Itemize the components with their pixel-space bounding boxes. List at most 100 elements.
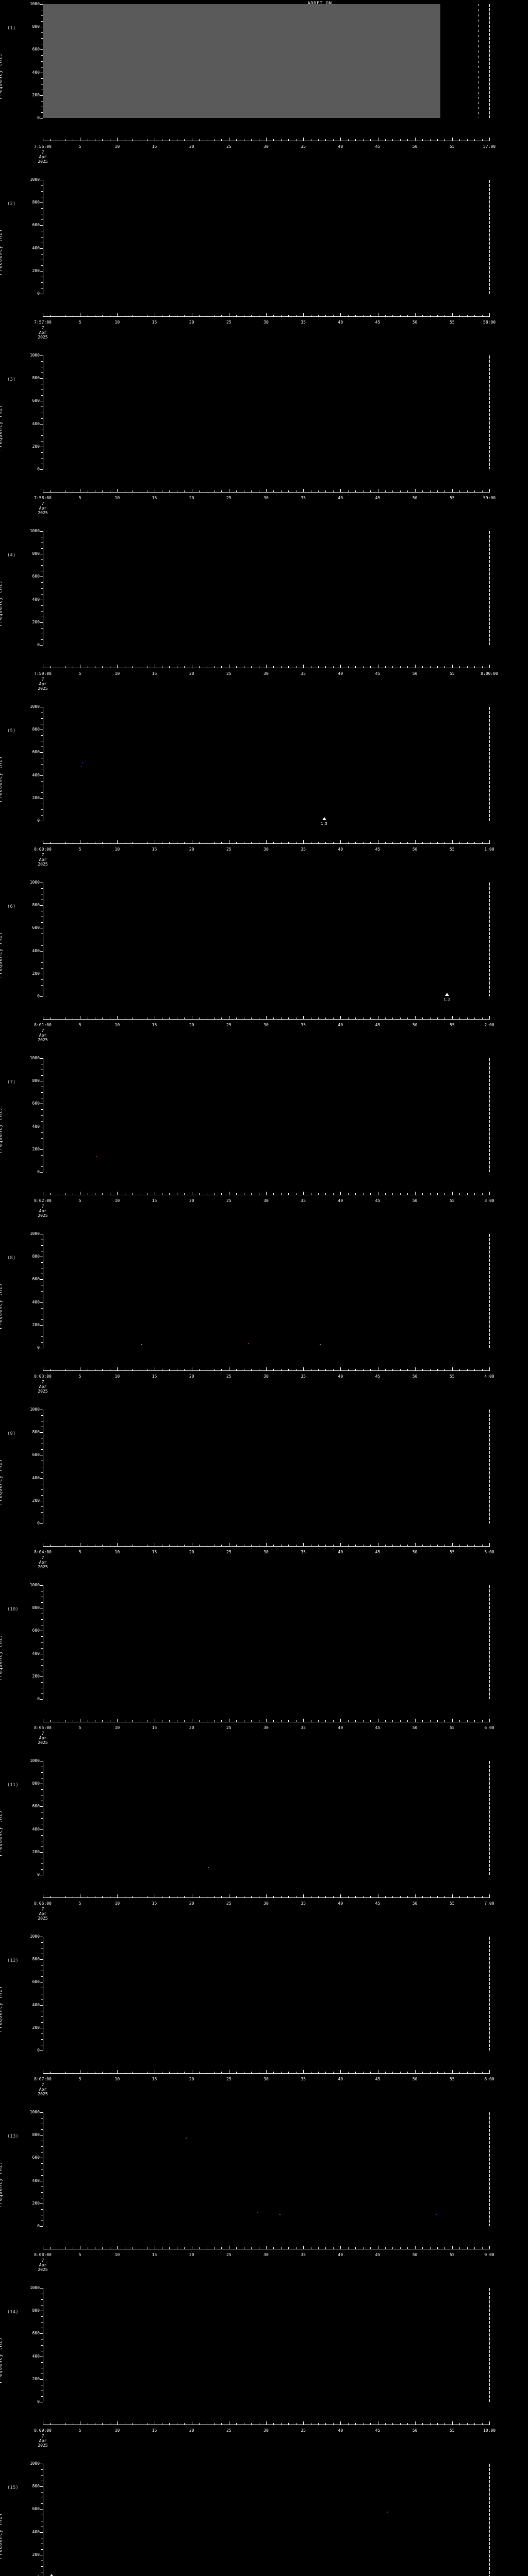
x-axis-tick (415, 1894, 416, 1897)
y-axis-tick (41, 1262, 43, 1263)
panel-number: (7) (7, 1080, 16, 1085)
x-tick-label: 35 (301, 1023, 306, 1027)
y-axis-tick (40, 2226, 43, 2227)
x-axis-tick (467, 666, 468, 668)
x-tick-label-end: 8:00 (484, 2077, 494, 2081)
x-axis-tick (467, 2072, 468, 2073)
x-axis-tick (50, 1545, 51, 1546)
x-axis-tick (452, 1367, 453, 1370)
x-axis-tick (452, 138, 453, 141)
x-tick-label: 25 (226, 2252, 232, 2257)
plot-right-edge (489, 1585, 490, 1699)
x-axis-tick (199, 315, 200, 316)
x-axis-tick (184, 2247, 185, 2249)
x-tick-label: 50 (412, 320, 418, 325)
x-tick-label-end: 5:00 (484, 1550, 494, 1554)
x-axis-tick (407, 1369, 408, 1370)
x-axis-tick (288, 1369, 289, 1370)
x-axis-tick (430, 1720, 431, 1722)
x-axis-tick (340, 1192, 341, 1195)
y-axis-tick (40, 531, 43, 532)
x-tick-label: 35 (301, 2252, 306, 2257)
x-tick-label: 15 (152, 2428, 157, 2433)
x-axis-tick (392, 1369, 393, 1370)
x-tick-label-start: 7:59:00 (34, 671, 52, 676)
y-axis-tick (40, 1478, 43, 1479)
y-axis-tick (40, 2486, 43, 2487)
x-axis-tick (325, 1018, 326, 1019)
x-axis-tick (362, 490, 364, 492)
y-tick-label: 1000 (29, 2110, 40, 2114)
plot-right-edge (489, 883, 490, 996)
y-tick-label: 0 (37, 1345, 40, 1350)
x-axis-tick (169, 1896, 170, 1897)
x-axis-tick (474, 842, 475, 843)
x-axis-tick (482, 2423, 483, 2425)
x-axis-tick (102, 2423, 103, 2425)
x-axis-tick (117, 1016, 118, 1019)
x-axis-tick (199, 139, 200, 141)
y-axis-title: Frequency (Hz) (0, 2337, 3, 2383)
x-axis (43, 313, 490, 317)
x-axis-tick (325, 666, 326, 668)
x-axis-date-line: 2025 (38, 159, 48, 164)
y-axis-tick (41, 1636, 43, 1637)
x-axis-tick (348, 1545, 349, 1546)
x-axis-date-line: Apr (39, 1560, 47, 1565)
x-axis-tick (102, 1545, 103, 1546)
x-axis-tick (482, 1896, 483, 1897)
x-axis-tick (415, 2246, 416, 2249)
x-axis-tick (385, 2423, 386, 2425)
x-axis-tick (169, 490, 170, 492)
x-axis-tick (280, 1369, 282, 1370)
x-axis-tick (415, 1543, 416, 1546)
plot-right-edge (489, 531, 490, 645)
x-axis-tick (348, 1720, 349, 1722)
x-axis (43, 1016, 490, 1020)
x-tick-label: 55 (450, 1198, 455, 1203)
y-axis-tick (41, 395, 43, 396)
y-tick-label: 800 (32, 376, 40, 381)
x-axis-tick (430, 1369, 431, 1370)
x-axis-tick (467, 1193, 468, 1195)
x-tick-label: 40 (338, 671, 343, 676)
y-axis-tick (41, 191, 43, 192)
x-tick-label: 20 (189, 1725, 194, 1730)
x-axis-tick (117, 313, 118, 316)
x-tick-label: 5 (78, 1550, 81, 1554)
x-axis-tick (132, 1369, 133, 1370)
y-tick-label: 1000 (29, 2285, 40, 2290)
x-axis-tick (407, 842, 408, 843)
x-axis-tick (415, 665, 416, 668)
x-axis-tick (370, 490, 371, 492)
y-axis-tick (41, 962, 43, 963)
y-tick-label: 0 (37, 1521, 40, 1526)
x-axis-tick (236, 1018, 237, 1019)
x-tick-label: 35 (301, 671, 306, 676)
y-axis-tick (41, 1506, 43, 1507)
x-tick-label: 15 (152, 1023, 157, 1027)
x-axis-tick (452, 2421, 453, 2425)
x-tick-label: 10 (114, 1725, 120, 1730)
x-axis-tick (400, 1896, 401, 1897)
x-axis-tick (318, 1193, 319, 1195)
x-axis-date-line: 2025 (38, 1213, 48, 1218)
y-axis-tick (41, 372, 43, 374)
x-tick-label: 20 (189, 1023, 194, 1027)
x-axis-tick (169, 2072, 170, 2073)
x-axis-tick (385, 1018, 386, 1019)
x-axis-tick (392, 1018, 393, 1019)
x-axis-tick (489, 2421, 490, 2425)
y-tick-label: 0 (37, 1697, 40, 1701)
x-axis-tick (251, 1896, 252, 1897)
x-tick-label: 25 (226, 847, 232, 852)
y-axis-tick (41, 361, 43, 362)
plot-right-edge (489, 180, 490, 294)
y-axis-tick (41, 1846, 43, 1847)
x-axis-tick (437, 1369, 438, 1370)
x-axis-tick (132, 842, 133, 843)
x-axis-tick (474, 1896, 475, 1897)
x-axis-tick (303, 665, 304, 668)
x-axis-date: 7 Apr 2025 (27, 1907, 58, 1921)
x-tick-label: 55 (450, 496, 455, 500)
